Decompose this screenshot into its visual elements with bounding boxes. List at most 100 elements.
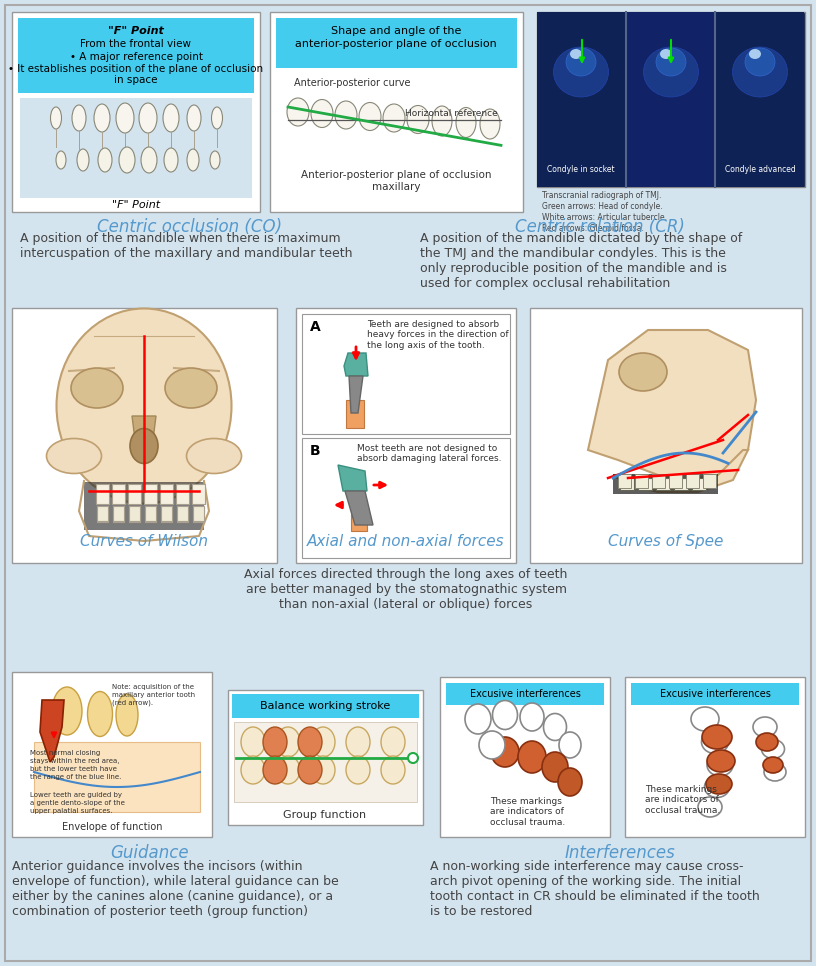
Text: Group function: Group function [283,810,366,820]
Ellipse shape [491,737,519,767]
Bar [232,694,419,718]
Bar [656,478,670,490]
Bar [84,482,204,530]
Text: White arrows: Articular tubercle.: White arrows: Articular tubercle. [542,213,667,222]
Ellipse shape [346,727,370,757]
Bar [192,486,205,504]
Polygon shape [349,376,363,413]
Ellipse shape [72,105,86,131]
Text: in space: in space [114,75,157,85]
Bar [638,478,652,490]
Ellipse shape [116,694,138,736]
Bar [177,506,188,521]
Bar [128,486,141,504]
Bar [537,12,626,187]
Text: • It establishes position of the plane of occlusion: • It establishes position of the plane o… [8,64,264,74]
Bar [440,677,610,837]
Text: Guidance: Guidance [111,844,189,862]
Text: • A major reference point: • A major reference point [69,52,202,62]
Ellipse shape [346,756,370,784]
Ellipse shape [707,750,735,772]
Ellipse shape [432,106,452,136]
Ellipse shape [518,741,546,773]
Ellipse shape [707,754,733,776]
Bar [144,484,157,504]
Text: Red arrows: Glenoid fossa.: Red arrows: Glenoid fossa. [542,224,644,233]
Ellipse shape [763,757,783,773]
Bar [145,506,156,522]
Text: but the lower teeth have: but the lower teeth have [30,766,117,772]
Text: (red arrow).: (red arrow). [112,700,153,706]
Bar [96,486,109,504]
Text: Centric occlusion (CO): Centric occlusion (CO) [97,218,282,236]
Bar [96,484,109,504]
Polygon shape [34,742,200,812]
Ellipse shape [56,151,66,169]
Text: B: B [310,444,321,458]
Text: Anterior-posterior curve: Anterior-posterior curve [295,78,411,88]
Ellipse shape [276,727,300,757]
Ellipse shape [702,725,732,749]
Bar [692,478,706,490]
Bar [620,478,634,490]
Ellipse shape [163,104,179,132]
Ellipse shape [704,777,730,798]
Bar [113,506,124,522]
Ellipse shape [479,731,505,759]
Text: Curves of Wilson: Curves of Wilson [80,534,208,549]
Ellipse shape [764,763,786,781]
Bar [715,12,804,187]
Ellipse shape [702,730,729,753]
Bar [234,722,417,802]
Text: Green arrows: Head of condyle.: Green arrows: Head of condyle. [542,202,663,211]
Text: "F" Point: "F" Point [108,26,164,36]
Ellipse shape [749,49,761,59]
Text: Transcranial radiograph of TMJ.: Transcranial radiograph of TMJ. [542,191,662,200]
Bar [113,506,124,521]
Ellipse shape [287,98,309,126]
Text: Shape and angle of the: Shape and angle of the [330,26,461,36]
Ellipse shape [276,756,300,784]
Ellipse shape [187,149,199,171]
Ellipse shape [298,727,322,757]
Text: These markings
are indicators of
occlusal trauma.: These markings are indicators of occlusa… [490,797,565,827]
Text: Teeth are designed to absorb
heavy forces in the direction of
the long axis of t: Teeth are designed to absorb heavy force… [367,320,508,350]
Bar [176,484,189,504]
Ellipse shape [493,700,517,729]
Bar [613,474,718,494]
Bar [12,308,277,563]
Bar [12,12,260,212]
Text: Condyle advanced: Condyle advanced [725,164,796,174]
Text: Note: acquisition of the: Note: acquisition of the [112,684,194,690]
Ellipse shape [139,103,157,133]
Bar [192,484,205,504]
Ellipse shape [706,774,732,794]
Bar [20,98,252,198]
Ellipse shape [47,439,101,473]
Ellipse shape [51,107,61,129]
Bar [351,511,367,531]
Ellipse shape [119,147,135,173]
Ellipse shape [761,740,784,758]
Polygon shape [132,416,156,448]
Ellipse shape [619,353,667,391]
Bar [625,677,805,837]
Bar [129,506,140,521]
Bar [97,506,108,521]
Bar [18,18,254,93]
Text: Envelope of function: Envelope of function [62,822,162,832]
Text: a gentle dento-slope of the: a gentle dento-slope of the [30,800,125,806]
Polygon shape [344,353,368,376]
Bar [161,506,172,522]
Ellipse shape [87,692,113,736]
Ellipse shape [241,727,265,757]
Ellipse shape [94,104,110,132]
Ellipse shape [656,48,686,76]
Bar [129,506,140,522]
Text: Condyle in socket: Condyle in socket [548,164,614,174]
Bar [686,474,699,488]
Text: Interferences: Interferences [565,844,676,862]
Ellipse shape [660,49,672,59]
Ellipse shape [311,727,335,757]
Ellipse shape [753,717,777,737]
